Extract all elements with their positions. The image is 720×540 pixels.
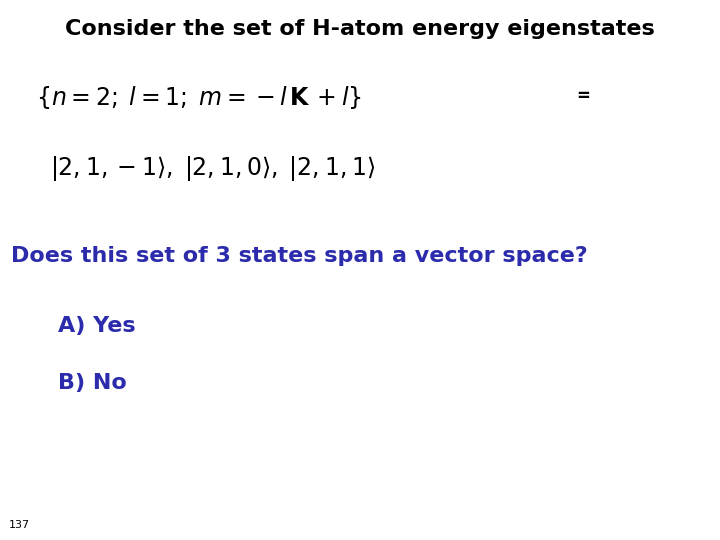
Text: A) Yes: A) Yes <box>58 316 135 336</box>
Text: $\{n = 2;\; l = 1;\; m = -l\,\mathbf{K}\, +l\}$: $\{n = 2;\; l = 1;\; m = -l\,\mathbf{K}\… <box>36 84 361 111</box>
Text: Consider the set of H-atom energy eigenstates: Consider the set of H-atom energy eigens… <box>65 19 655 39</box>
Text: Does this set of 3 states span a vector space?: Does this set of 3 states span a vector … <box>11 246 588 266</box>
Text: 137: 137 <box>9 520 30 530</box>
Text: =: = <box>576 87 590 105</box>
Text: $|2, 1, -1\rangle,\; |2, 1, 0\rangle,\; |2, 1, 1\rangle$: $|2, 1, -1\rangle,\; |2, 1, 0\rangle,\; … <box>50 154 376 183</box>
Text: B) No: B) No <box>58 373 126 393</box>
